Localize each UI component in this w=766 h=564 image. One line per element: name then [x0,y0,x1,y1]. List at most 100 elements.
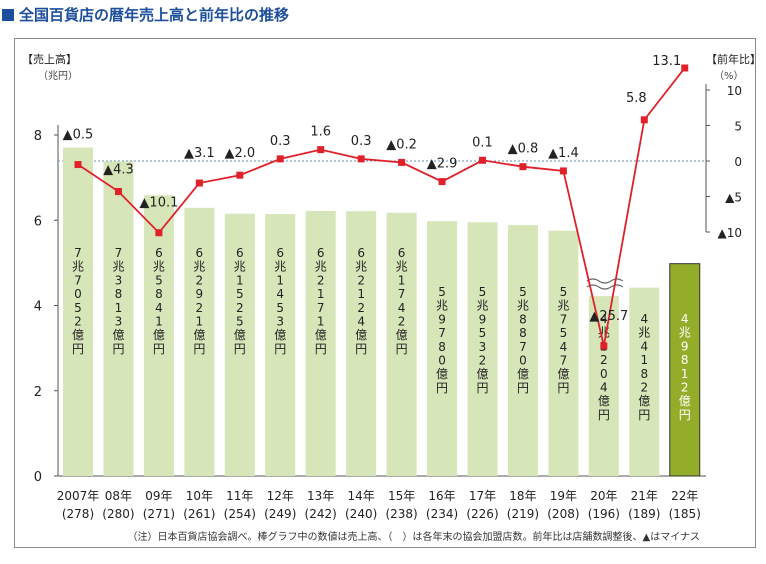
sales-bar [63,147,93,476]
yoy-value-label: ▲25.7 [589,309,628,324]
left-axis-tick-label: 2 [34,385,42,400]
sales-value-label: 4 兆 4 1 8 2 億円 [638,312,650,422]
sales-bar [669,263,701,477]
store-count-label: (234) [426,507,458,521]
yoy-value-label: 0.1 [472,135,493,150]
sales-bar [184,207,215,476]
left-axis-tick-label: 8 [34,129,42,144]
sales-bar [386,212,417,477]
store-count-label: (238) [385,507,417,521]
store-count-label: (219) [507,507,539,521]
title-row: 全国百貨店の暦年売上高と前年比の推移 [2,4,289,25]
axis-break-mark [586,278,624,284]
right-axis-tick-label: 0 [734,155,742,169]
yoy-point [438,178,446,186]
sales-bar [143,195,174,477]
store-count-label: (226) [466,507,498,521]
category-label: 09年 [145,489,172,503]
yoy-point [398,158,406,166]
chart-frame [14,38,756,548]
yoy-value-label: 13.1 [652,54,681,69]
store-count-label: (271) [143,507,175,521]
sales-bar [507,225,538,476]
chart-title: 全国百貨店の暦年売上高と前年比の推移 [19,6,290,24]
yoy-value-label: ▲0.2 [386,137,417,152]
yoy-point [519,163,527,171]
store-count-label: (196) [588,507,620,521]
yoy-point [276,155,284,163]
right-axis-tick-label: ▲10 [718,226,743,240]
yoy-value-label: 1.6 [310,125,331,140]
sales-value-label: 6 兆 2 1 2 4 億円 [355,246,367,356]
yoy-value-label: ▲1.4 [548,146,579,161]
store-count-label: (189) [628,507,660,521]
yoy-value-label: ▲0.8 [508,142,539,157]
category-label: 15年 [388,489,415,503]
sales-value-label: 7 兆 3 8 1 3 億円 [112,246,124,356]
yoy-line [77,67,686,347]
store-count-label: (208) [547,507,579,521]
yoy-value-label: ▲0.5 [63,128,94,143]
left-axis-tick-label: 6 [34,214,42,229]
category-label: 16年 [428,489,455,503]
category-label: 13年 [307,489,334,503]
store-count-label: (261) [183,507,215,521]
category-label: 14年 [348,489,375,503]
left-axis-tick-label: 4 [34,300,42,315]
right-axis-title: 【前年比】 [706,52,761,66]
right-axis-unit: （%） [714,70,744,82]
sales-bar [265,214,296,477]
yoy-value-label: ▲2.9 [427,157,458,172]
right-axis-tick-label: 10 [727,84,742,98]
store-count-label: (278) [62,507,94,521]
sales-value-label: 5 兆 8 8 7 0 億円 [517,285,529,395]
chart-note: （注）日本百貨店協会調べ。棒グラフ中の数値は売上高、（ ）は各年末の協会加盟店数… [127,532,701,543]
sales-bar [346,211,377,476]
sales-value-label: 6 兆 5 8 4 1 億円 [153,246,165,356]
right-axis-tick-label: 5 [734,120,742,134]
sales-value-label: 5 兆 9 7 8 0 億円 [436,285,448,395]
sales-value-label: 6 兆 1 7 4 2 億円 [396,246,408,356]
category-label: 17年 [469,489,496,503]
sales-value-label: 5 兆 7 5 4 7 億円 [557,285,569,395]
sales-value-label: 6 兆 2 1 7 1 億円 [315,246,327,356]
store-count-label: (249) [264,507,296,521]
category-label: 10年 [186,489,213,503]
sales-value-label: 7 兆 7 0 5 2 億円 [72,246,84,356]
store-count-label: (185) [669,507,701,521]
sales-bar [588,296,619,476]
store-count-label: (280) [102,507,134,521]
category-label: 12年 [267,489,294,503]
category-label: 20年 [590,489,617,503]
category-label: 21年 [631,489,658,503]
title-square-icon [2,8,14,21]
sales-value-label: 4 兆 9 8 1 2 億円 [679,312,691,422]
yoy-value-label: 5.8 [626,91,647,106]
yoy-point [357,155,365,163]
sales-bar [548,230,579,476]
sales-value-label: 6 兆 1 5 2 5 億円 [234,246,246,356]
yoy-value-label: ▲3.1 [184,146,215,161]
sales-bar [467,222,498,476]
axis-break-mark [586,284,624,290]
category-label: 19年 [550,489,577,503]
yoy-value-label: 0.3 [351,134,372,149]
yoy-value-label: ▲10.1 [139,196,178,211]
yoy-point [236,171,244,179]
yoy-point [317,146,325,154]
right-axis-tick-label: ▲5 [725,191,742,205]
left-axis-title: 【売上高】 [22,52,77,66]
sales-value-label: 6 兆 2 9 2 1 億円 [193,246,205,356]
store-count-label: (242) [305,507,337,521]
yoy-point [114,188,122,196]
category-label: 22年 [671,489,698,503]
yoy-point [640,116,648,124]
sales-bar [629,287,660,476]
category-label: 2007年 [57,489,100,503]
store-count-label: (254) [224,507,256,521]
category-label: 11年 [226,489,253,503]
left-axis-tick-label: 0 [34,470,42,485]
sales-value-label: 6 兆 1 4 5 3 億円 [274,246,286,356]
yoy-point [559,167,567,175]
